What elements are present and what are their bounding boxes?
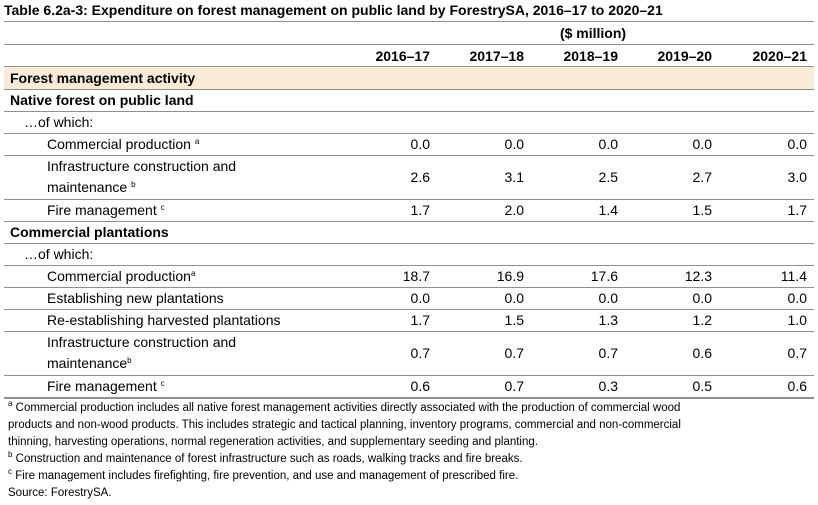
row-rule	[4, 265, 814, 266]
value-cell: 1.3	[598, 312, 618, 328]
year-header: 2019–20	[657, 48, 712, 64]
source-note: Source: ForestrySA.	[8, 487, 112, 499]
value-cell: 16.9	[496, 268, 524, 284]
value-cell: 0.6	[787, 378, 807, 394]
row-label: maintenanceb	[47, 355, 132, 371]
section-header: Forest management activity	[10, 70, 196, 86]
value-cell: 0.0	[598, 290, 618, 306]
value-cell: 1.5	[504, 312, 524, 328]
row-label: Fire management c	[47, 378, 165, 394]
value-cell: 1.0	[787, 312, 807, 328]
row-rule	[4, 133, 814, 134]
row-label: Commercial productiona	[47, 268, 196, 284]
value-cell: 2.7	[692, 169, 712, 185]
value-cell: 0.6	[692, 345, 712, 361]
group-heading: Native forest on public land	[10, 92, 194, 108]
value-cell: 0.5	[692, 378, 712, 394]
row-rule	[4, 221, 814, 222]
footnote-c: c Fire management includes firefighting,…	[8, 467, 519, 483]
value-cell: 1.5	[692, 202, 712, 218]
year-header: 2020–21	[752, 48, 807, 64]
footnote-a: a Commercial production includes all nat…	[8, 399, 681, 415]
row-label: maintenance b	[47, 179, 136, 195]
of-which-label: …of which:	[24, 246, 94, 262]
unit-label: ($ million)	[559, 25, 627, 41]
value-cell: 0.0	[787, 136, 807, 152]
value-cell: 0.3	[598, 378, 618, 394]
value-cell: 1.7	[410, 202, 430, 218]
row-label: Re-establishing harvested plantations	[47, 312, 281, 328]
year-header: 2017–18	[469, 48, 524, 64]
value-cell: 0.0	[410, 136, 430, 152]
table-title: Table 6.2a-3: Expenditure on forest mana…	[4, 2, 663, 18]
value-cell: 0.0	[787, 290, 807, 306]
section-band	[4, 67, 814, 89]
row-rule	[4, 375, 814, 376]
value-cell: 11.4	[780, 268, 807, 284]
value-cell: 1.7	[410, 312, 430, 328]
row-label: Fire management c	[47, 202, 165, 218]
value-cell: 0.7	[504, 345, 524, 361]
value-cell: 0.0	[598, 136, 618, 152]
row-rule	[4, 111, 814, 112]
value-cell: 17.6	[590, 268, 618, 284]
value-cell: 0.6	[410, 378, 430, 394]
footnote-a: thinning, harvesting operations, normal …	[8, 436, 538, 448]
value-cell: 1.7	[787, 202, 807, 218]
value-cell: 0.0	[692, 136, 712, 152]
row-label: Infrastructure construction and	[47, 158, 237, 174]
group-heading: Commercial plantations	[10, 224, 169, 240]
row-rule	[4, 199, 814, 200]
row-label: Establishing new plantations	[47, 290, 224, 306]
value-cell: 3.1	[504, 169, 524, 185]
table-bottom-rule	[4, 397, 814, 399]
value-cell: 2.6	[410, 169, 430, 185]
row-label: Commercial production a	[47, 136, 200, 152]
value-cell: 12.3	[684, 268, 712, 284]
value-cell: 0.0	[692, 290, 712, 306]
row-rule	[4, 309, 814, 310]
row-rule	[4, 331, 814, 332]
footnote-a: products and non-wood products. This inc…	[8, 419, 681, 431]
value-cell: 0.7	[598, 345, 618, 361]
row-rule	[4, 287, 814, 288]
footnote-b: b Construction and maintenance of forest…	[8, 450, 523, 466]
value-cell: 0.7	[504, 378, 524, 394]
value-cell: 0.7	[787, 345, 807, 361]
value-cell: 18.7	[402, 268, 430, 284]
row-rule	[4, 155, 814, 156]
title-rule	[4, 21, 814, 22]
value-cell: 0.0	[504, 290, 524, 306]
of-which-label: …of which:	[24, 114, 94, 130]
value-cell: 2.5	[598, 169, 618, 185]
value-cell: 0.0	[410, 290, 430, 306]
row-rule	[4, 89, 814, 90]
value-cell: 2.0	[504, 202, 524, 218]
year-header: 2016–17	[375, 48, 430, 64]
value-cell: 1.4	[598, 202, 618, 218]
value-cell: 0.7	[410, 345, 430, 361]
year-header: 2018–19	[563, 48, 618, 64]
value-cell: 3.0	[787, 169, 807, 185]
row-rule	[4, 243, 814, 244]
value-cell: 0.0	[504, 136, 524, 152]
value-cell: 1.2	[692, 312, 712, 328]
row-label: Infrastructure construction and	[47, 334, 237, 350]
unit-rule	[4, 44, 814, 45]
